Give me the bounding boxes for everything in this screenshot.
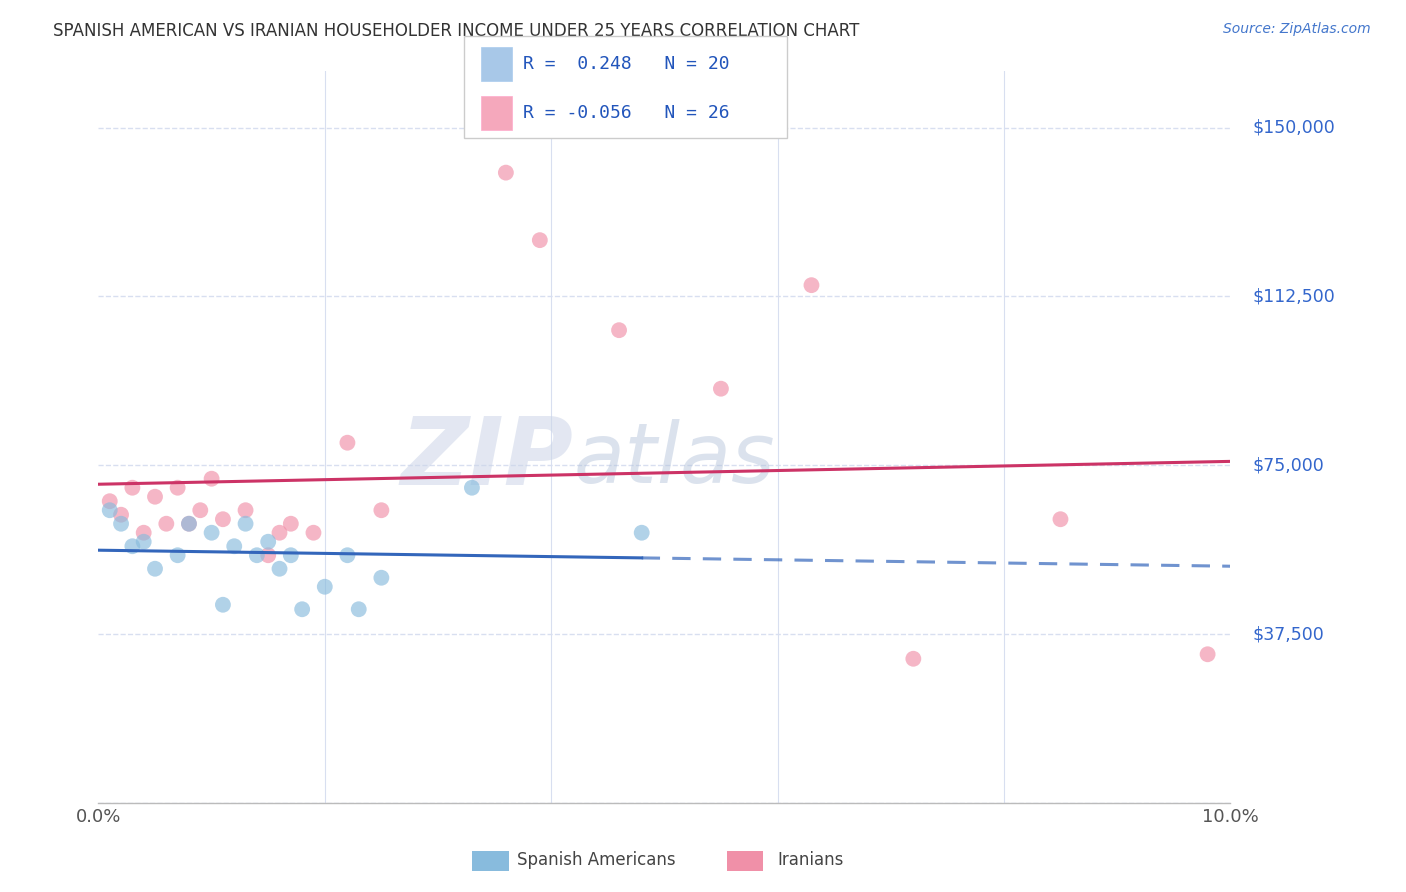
Point: [98, 503, 121, 517]
Text: $37,500: $37,500: [1253, 625, 1324, 643]
Point: [235, 516, 257, 531]
Text: $75,000: $75,000: [1253, 456, 1324, 475]
Text: ZIP: ZIP: [401, 413, 574, 505]
Point: [246, 548, 269, 562]
Point: [121, 539, 143, 553]
Point: [370, 571, 392, 585]
Point: [110, 516, 132, 531]
Point: [121, 481, 143, 495]
Point: [302, 525, 325, 540]
Point: [347, 602, 370, 616]
Point: [280, 548, 302, 562]
Text: Spanish Americans: Spanish Americans: [517, 851, 676, 869]
Point: [188, 503, 211, 517]
Point: [280, 516, 302, 531]
Point: [110, 508, 132, 522]
Point: [166, 481, 188, 495]
Point: [800, 278, 823, 293]
FancyBboxPatch shape: [472, 851, 509, 871]
Point: [370, 503, 392, 517]
Point: [224, 539, 246, 553]
Point: [177, 516, 200, 531]
Text: R =  0.248   N = 20: R = 0.248 N = 20: [523, 55, 730, 73]
Point: [529, 233, 551, 247]
Point: [710, 382, 733, 396]
Text: $112,500: $112,500: [1253, 287, 1336, 305]
Point: [269, 562, 291, 576]
Point: [132, 534, 155, 549]
Point: [212, 512, 235, 526]
Point: [257, 548, 280, 562]
Point: [336, 435, 359, 450]
Point: [903, 652, 925, 666]
FancyBboxPatch shape: [727, 851, 763, 871]
Point: [269, 525, 291, 540]
Point: [155, 516, 177, 531]
Text: R = -0.056   N = 26: R = -0.056 N = 26: [523, 103, 730, 121]
Text: SPANISH AMERICAN VS IRANIAN HOUSEHOLDER INCOME UNDER 25 YEARS CORRELATION CHART: SPANISH AMERICAN VS IRANIAN HOUSEHOLDER …: [53, 22, 860, 40]
Point: [291, 602, 314, 616]
Point: [1049, 512, 1071, 526]
Point: [630, 525, 652, 540]
Point: [212, 598, 235, 612]
Point: [235, 503, 257, 517]
Point: [166, 548, 188, 562]
Point: [98, 494, 121, 508]
Text: Iranians: Iranians: [778, 851, 844, 869]
Point: [201, 472, 224, 486]
Text: Source: ZipAtlas.com: Source: ZipAtlas.com: [1223, 22, 1371, 37]
Point: [1197, 647, 1219, 661]
Point: [314, 580, 336, 594]
Point: [461, 481, 484, 495]
Point: [495, 166, 517, 180]
Text: atlas: atlas: [574, 418, 776, 500]
Point: [607, 323, 630, 337]
Text: $150,000: $150,000: [1253, 119, 1336, 136]
Point: [177, 516, 200, 531]
Point: [143, 562, 166, 576]
Point: [143, 490, 166, 504]
Point: [257, 534, 280, 549]
Point: [132, 525, 155, 540]
Point: [201, 525, 224, 540]
Point: [336, 548, 359, 562]
